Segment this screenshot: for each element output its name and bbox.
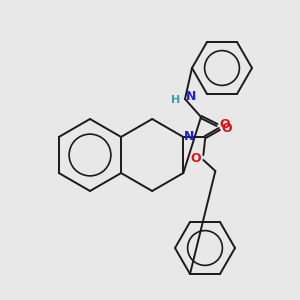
Text: N: N — [186, 89, 196, 103]
Text: O: O — [191, 152, 201, 166]
Text: H: H — [171, 95, 181, 105]
Text: O: O — [219, 118, 230, 130]
Text: O: O — [221, 122, 232, 134]
Text: N: N — [184, 130, 195, 143]
